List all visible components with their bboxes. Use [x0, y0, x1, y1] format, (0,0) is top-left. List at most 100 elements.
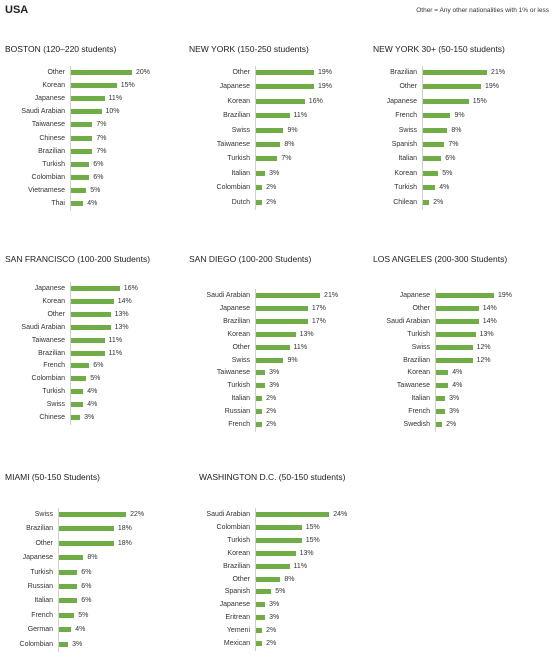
- bar-row: Mexican 2%: [199, 639, 379, 649]
- category-label: Taiwanese: [31, 121, 65, 129]
- category-label: Spanish: [224, 588, 250, 596]
- bar: [59, 612, 75, 618]
- bar-row: Swedish 2%: [373, 420, 553, 430]
- category-axis: [255, 289, 256, 432]
- bar-row: Korean 16%: [189, 97, 369, 107]
- bar: [436, 370, 449, 376]
- data-label: 8%: [451, 126, 462, 134]
- bar-row: Brazilian 12%: [373, 356, 553, 366]
- bar: [256, 293, 321, 298]
- bar-row: Other 20%: [5, 68, 185, 78]
- data-label: 7%: [96, 121, 107, 129]
- bar: [256, 537, 302, 543]
- chart-title: WASHINGTON D.C. (50-150 students): [199, 472, 346, 482]
- category-label: Other: [232, 69, 250, 76]
- bar: [423, 70, 488, 75]
- bar-row: Taiwanese 3%: [189, 368, 369, 378]
- category-label: French: [43, 362, 65, 370]
- bar-row: Japanese 16%: [5, 284, 185, 294]
- category-label: Colombian: [216, 184, 250, 192]
- data-label: 6%: [81, 583, 92, 590]
- data-label: 9%: [287, 126, 298, 134]
- category-label: Thai: [51, 200, 65, 207]
- bar: [256, 331, 296, 337]
- category-label: Other: [232, 343, 250, 351]
- bar-row: Turkish 13%: [373, 330, 553, 340]
- chart-title: LOS ANGELES (200-300 Students): [373, 254, 508, 264]
- data-label: 21%: [491, 69, 506, 76]
- bar-row: Turkish 15%: [199, 536, 379, 546]
- bar: [71, 83, 117, 89]
- category-label: Italian: [34, 597, 53, 605]
- bar-row: Other 18%: [5, 539, 185, 549]
- category-label: Colombian: [31, 375, 65, 383]
- data-label: 19%: [484, 83, 499, 91]
- category-label: Japanese: [34, 95, 65, 103]
- bar-row: Spanish 7%: [373, 140, 553, 150]
- bar-row: Other 8%: [199, 575, 379, 585]
- bar-row: Brazilian 11%: [199, 562, 379, 572]
- category-label: Russian: [27, 583, 53, 590]
- data-label: 15%: [472, 97, 487, 105]
- bar-row: French 6%: [5, 361, 185, 371]
- data-label: 7%: [96, 147, 107, 155]
- bar-row: Thai 4%: [5, 199, 185, 209]
- bar-row: Colombian 3%: [5, 640, 185, 650]
- category-label: Other: [232, 575, 250, 583]
- category-label: French: [31, 611, 53, 619]
- category-label: Korean: [42, 82, 65, 90]
- data-label: 5%: [90, 375, 101, 383]
- category-label: Turkish: [30, 568, 53, 576]
- bar: [256, 383, 266, 389]
- chart-title: MIAMI (50-150 Students): [5, 472, 100, 482]
- bar-row: Japanese 15%: [373, 97, 553, 107]
- chart-title: NEW YORK (150-250 students): [189, 44, 309, 54]
- bar: [71, 311, 111, 317]
- data-label: 2%: [446, 421, 457, 428]
- category-axis: [255, 66, 256, 210]
- bar-row: Saudi Arabian 10%: [5, 107, 185, 117]
- bar-row: Brazilian 11%: [189, 111, 369, 121]
- category-label: Swiss: [398, 126, 417, 134]
- data-label: 8%: [87, 554, 98, 562]
- data-label: 22%: [130, 511, 145, 518]
- category-label: Turkish: [42, 388, 65, 396]
- bar-row: Other 19%: [189, 68, 369, 78]
- data-label: 3%: [269, 369, 280, 377]
- category-label: Brazilian: [223, 317, 250, 325]
- bar: [71, 389, 84, 395]
- data-label: 8%: [284, 575, 295, 583]
- chart-title: BOSTON (120–220 students): [5, 44, 117, 54]
- data-label: 19%: [317, 83, 332, 91]
- category-label: Saudi Arabian: [21, 323, 65, 331]
- data-label: 15%: [120, 82, 135, 90]
- category-label: Brazilian: [38, 349, 65, 357]
- category-label: French: [395, 112, 417, 120]
- category-label: Taiwanese: [396, 382, 430, 390]
- data-label: 12%: [476, 356, 491, 364]
- data-label: 12%: [476, 343, 491, 351]
- bar: [436, 396, 446, 402]
- bar-row: Swiss 4%: [5, 400, 185, 410]
- category-label: Yemeni: [226, 627, 250, 635]
- bar-row: Colombian 15%: [199, 523, 379, 533]
- category-label: Turkish: [227, 382, 250, 390]
- data-label: 2%: [266, 184, 277, 192]
- bar: [256, 199, 263, 205]
- data-label: 3%: [269, 169, 280, 177]
- bar-row: Japanese 19%: [189, 82, 369, 92]
- category-label: Italian: [411, 395, 430, 403]
- category-axis: [255, 508, 256, 651]
- bar: [256, 84, 314, 90]
- data-label: 16%: [308, 97, 323, 105]
- page-note: Other = Any other nationalities with 1% …: [416, 7, 549, 14]
- data-label: 11%: [108, 349, 123, 357]
- bar: [423, 156, 442, 162]
- bar: [59, 540, 114, 546]
- bar: [256, 318, 308, 324]
- bar: [256, 396, 263, 402]
- data-label: 17%: [311, 304, 326, 312]
- category-label: Saudi Arabian: [206, 511, 250, 518]
- data-label: 3%: [449, 408, 460, 416]
- data-label: 18%: [117, 539, 132, 547]
